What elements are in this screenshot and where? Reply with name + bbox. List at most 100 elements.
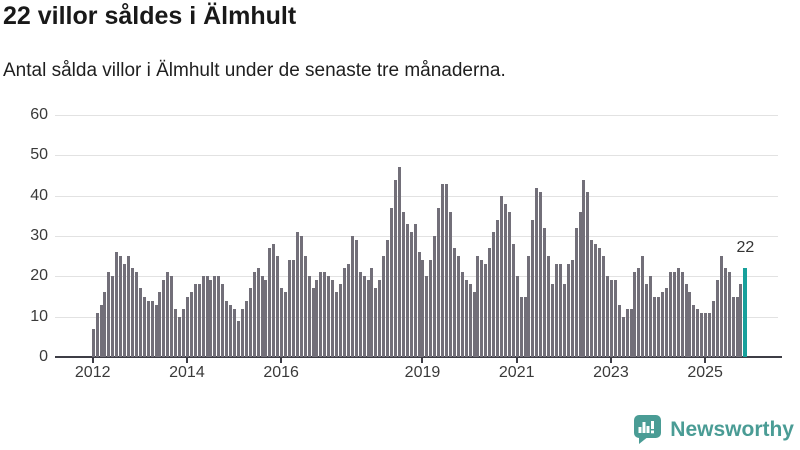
bar (578, 211, 582, 357)
x-tick (609, 358, 612, 363)
bar (433, 236, 437, 357)
bar (244, 300, 248, 357)
bar (103, 292, 107, 357)
bar (174, 308, 178, 357)
bar (645, 284, 649, 357)
bar (500, 195, 503, 357)
bar (209, 280, 213, 357)
bar (476, 256, 480, 357)
bar (551, 284, 555, 357)
bar (625, 308, 629, 357)
bar (107, 272, 111, 357)
bar (609, 280, 613, 357)
bar (735, 296, 739, 357)
bar (660, 292, 664, 357)
bar (696, 308, 700, 357)
bar (260, 276, 264, 357)
bar (629, 308, 633, 357)
bar (445, 183, 449, 357)
x-tick (280, 358, 283, 363)
bar (158, 292, 162, 357)
bar (680, 272, 684, 357)
bar (142, 296, 146, 357)
bar (539, 191, 543, 357)
bar (527, 256, 531, 357)
brand-footer[interactable]: Newsworthy (634, 415, 794, 445)
bar (91, 328, 95, 357)
bar (95, 312, 99, 357)
bar (111, 276, 115, 357)
highlighted-bar (743, 268, 748, 357)
bar (515, 276, 519, 357)
bar (225, 300, 229, 357)
bar (562, 284, 566, 357)
bar (178, 316, 182, 357)
chart-title: 22 villor såldes i Älmhult (3, 2, 297, 30)
bar (201, 276, 205, 357)
bar (303, 256, 307, 357)
bar (523, 296, 527, 357)
bar (586, 191, 590, 357)
bar (366, 280, 370, 357)
bar (688, 292, 692, 357)
bar (280, 288, 284, 357)
x-tick (704, 358, 707, 363)
bar (150, 300, 154, 357)
x-tick-label: 2025 (687, 364, 723, 381)
bar (154, 304, 158, 357)
bar (162, 280, 166, 357)
bar (342, 268, 346, 357)
x-axis-line (55, 356, 782, 358)
bar (315, 280, 319, 357)
y-tick-label: 0 (39, 348, 48, 365)
bar (492, 231, 496, 357)
x-tick (421, 358, 424, 363)
bar (272, 244, 276, 357)
bar (700, 312, 704, 357)
bar (594, 244, 598, 357)
bar (421, 260, 425, 357)
bar (99, 304, 103, 357)
bar (590, 240, 594, 357)
bar (221, 284, 225, 357)
x-tick-label: 2021 (498, 364, 535, 381)
bar (193, 284, 197, 357)
bar (185, 296, 189, 357)
bar (236, 320, 240, 357)
bar (602, 256, 606, 357)
bar (248, 288, 252, 357)
bar (374, 288, 378, 357)
bar (704, 312, 708, 357)
bar (319, 272, 323, 357)
bar (127, 256, 131, 357)
bar (189, 292, 193, 357)
bar (727, 272, 731, 357)
y-tick-label: 40 (30, 186, 48, 204)
bar (653, 296, 657, 357)
bar (299, 236, 303, 357)
bar (731, 296, 735, 357)
bar (323, 272, 327, 357)
y-tick-label: 10 (30, 307, 48, 325)
bar (507, 211, 511, 357)
bar (119, 256, 123, 357)
bar (641, 256, 645, 357)
x-tick (91, 358, 94, 363)
bar (668, 272, 672, 357)
newsworthy-logo-icon (634, 415, 662, 444)
bar (496, 219, 500, 357)
bar (138, 288, 142, 357)
bar (213, 276, 217, 357)
bar (339, 284, 343, 357)
bar (554, 264, 558, 357)
bar (362, 276, 366, 357)
bar (484, 264, 488, 357)
x-tick-label: 2016 (263, 364, 299, 381)
bar (519, 296, 523, 357)
y-tick-label: 50 (30, 146, 48, 164)
gridline (55, 195, 778, 197)
bar (397, 167, 401, 357)
bar (452, 248, 456, 357)
bar (409, 231, 413, 357)
x-tick-label: 2012 (74, 364, 111, 381)
